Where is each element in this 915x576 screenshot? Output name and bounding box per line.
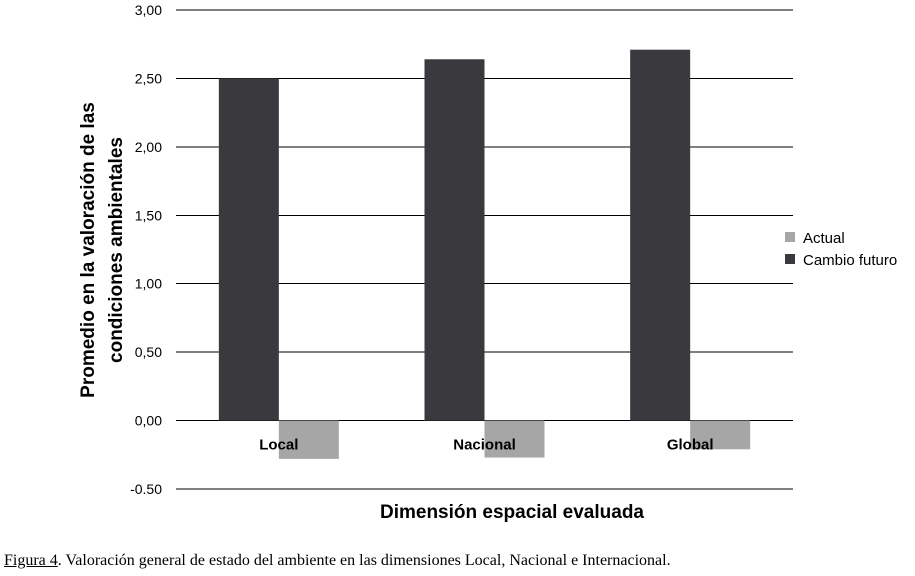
category-label-global: Global — [667, 437, 714, 454]
category-label-nacional: Nacional — [453, 437, 516, 454]
y-tick-label: 2,00 — [135, 139, 162, 155]
figure-caption-text: . Valoración general de estado del ambie… — [57, 552, 671, 569]
legend: Actual Cambio futuro — [785, 230, 897, 269]
bar-actual-global — [690, 420, 751, 450]
x-axis-title: Dimensión espacial evaluada — [380, 502, 644, 523]
y-tick-label: 1,00 — [135, 276, 162, 292]
y-tick-label: -0.50 — [130, 481, 162, 497]
bar-chart: -0.50 0,00 0,50 1,00 1,50 2,00 2,50 3,00 Local N… — [78, 2, 897, 523]
y-tick-label: 1,50 — [135, 207, 162, 223]
figure-caption: Figura 4. Valoración general de estado d… — [4, 552, 671, 570]
bar-cambio-futuro-global — [630, 49, 691, 421]
figure-reference: Figura 4 — [4, 552, 58, 569]
y-tick-label: 3,00 — [135, 2, 162, 18]
legend-swatch-cambio-futuro — [785, 254, 795, 264]
y-tick-label: 2,50 — [135, 70, 162, 86]
legend-swatch-actual — [785, 232, 795, 242]
legend-label-cambio-futuro: Cambio futuro — [803, 252, 897, 269]
legend-label-actual: Actual — [803, 230, 845, 247]
y-tick-label: 0,00 — [135, 413, 162, 429]
y-tick-labels: -0.50 0,00 0,50 1,00 1,50 2,00 2,50 3,00 — [130, 2, 162, 497]
y-tick-label: 0,50 — [135, 344, 162, 360]
y-axis-title-line-1: Promedio en la valoración de las — [78, 102, 99, 398]
bar-cambio-futuro-nacional — [424, 59, 485, 421]
bar-cambio-futuro-local — [218, 78, 279, 421]
category-label-local: Local — [259, 437, 298, 454]
bars — [218, 49, 751, 459]
bar-actual-local — [278, 420, 339, 459]
y-axis-title-line-2: condiciones ambientales — [106, 137, 127, 363]
category-labels: Local Nacional Global — [259, 437, 713, 454]
bar-actual-nacional — [484, 420, 545, 458]
